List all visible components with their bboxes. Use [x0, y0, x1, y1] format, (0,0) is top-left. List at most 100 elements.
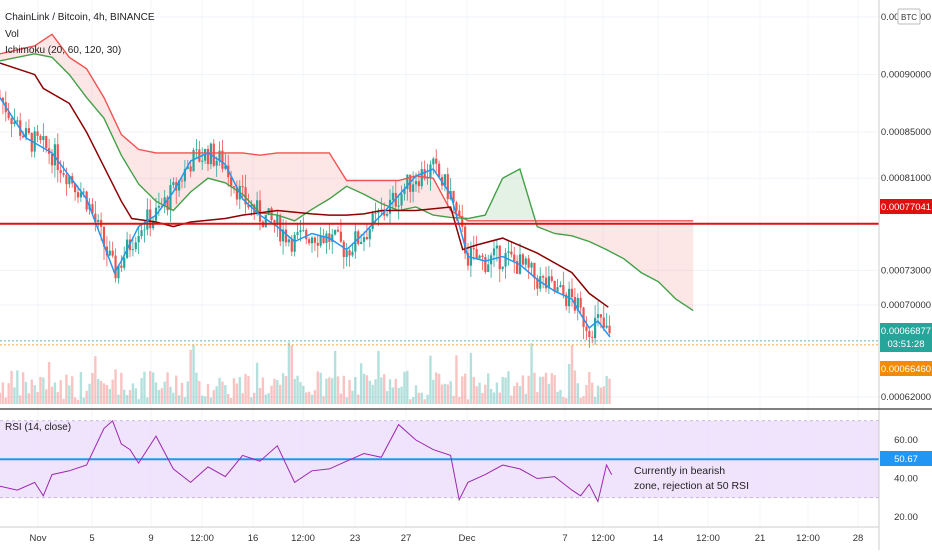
- time-axis-tick: 12:00: [796, 533, 820, 544]
- volume-bar: [0, 392, 2, 404]
- candle-body: [74, 183, 77, 193]
- candle-body: [299, 230, 302, 233]
- volume-bar: [573, 370, 577, 404]
- volume-bar: [383, 374, 386, 404]
- candle-body: [186, 166, 189, 170]
- candle-body: [166, 197, 169, 211]
- candle-body: [403, 189, 406, 195]
- volume-bar: [287, 342, 291, 404]
- candle-body: [137, 236, 140, 243]
- candle-body: [244, 187, 247, 205]
- candle-body: [576, 297, 579, 311]
- candle-body: [169, 185, 172, 211]
- candle-body: [79, 192, 82, 198]
- candle-body: [195, 149, 198, 151]
- ichimoku-cloud-segment: [190, 152, 208, 192]
- candle-body: [348, 250, 351, 256]
- volume-bar: [221, 381, 224, 404]
- candle-body: [550, 276, 553, 281]
- volume-bar: [62, 398, 65, 404]
- volume-bar: [397, 387, 400, 404]
- candle-body: [599, 314, 602, 318]
- rsi-line: [0, 419, 613, 504]
- volume-bar: [385, 391, 389, 404]
- candle-body: [189, 166, 192, 172]
- volume-bar: [515, 382, 519, 404]
- price-axis-tick: 0.00085000: [881, 127, 931, 138]
- volume-bar: [466, 399, 470, 404]
- candle-body: [585, 326, 588, 331]
- volume-bar: [247, 376, 250, 404]
- volume-bar: [322, 396, 325, 404]
- candle-body: [582, 307, 585, 327]
- candle-body: [56, 144, 59, 171]
- volume-bar: [296, 375, 299, 404]
- candle-body: [221, 150, 224, 169]
- ichimoku-cloud-segment: [225, 152, 243, 195]
- volume-bar: [284, 376, 288, 404]
- candle-body: [209, 143, 212, 165]
- candle-body: [461, 216, 464, 227]
- candle-body: [215, 160, 218, 166]
- volume-bar: [443, 383, 447, 404]
- volume-bar: [172, 392, 175, 404]
- volume-bar: [299, 382, 302, 404]
- volume-bar: [510, 395, 513, 404]
- candle-body: [504, 252, 507, 267]
- volume-bar: [65, 374, 68, 404]
- volume-bar: [10, 370, 13, 404]
- volume-bar: [53, 382, 57, 404]
- candle-body: [201, 160, 204, 162]
- currency-badge-box[interactable]: [897, 8, 921, 25]
- volume-bar: [602, 386, 605, 404]
- candle-body: [296, 232, 299, 235]
- time-axis-tick: 14: [653, 533, 664, 544]
- ichimoku-cloud-segment: [589, 220, 607, 250]
- candle-body: [608, 325, 611, 334]
- volume-bar: [36, 392, 39, 404]
- candle-body: [114, 255, 117, 279]
- volume-bar: [588, 372, 591, 404]
- ichimoku-cloud-segment: [571, 220, 590, 242]
- candle-body: [172, 182, 175, 186]
- volume-bar: [56, 392, 59, 404]
- volume-bar: [244, 373, 247, 404]
- volume-bar: [108, 388, 111, 404]
- volume-bar: [212, 390, 215, 404]
- candle-body: [183, 169, 186, 182]
- candle-body: [334, 229, 337, 235]
- candle-body: [7, 112, 10, 119]
- volume-bar: [533, 372, 536, 404]
- volume-bar: [501, 376, 504, 404]
- volume-bar: [273, 378, 276, 404]
- candle-body: [1, 97, 4, 103]
- volume-bar: [440, 384, 444, 404]
- volume-bar: [478, 382, 481, 404]
- volume-bar: [241, 393, 244, 404]
- volume-bar: [339, 393, 343, 404]
- volume-bar: [180, 382, 184, 404]
- ichimoku-cloud-segment: [86, 68, 104, 119]
- candle-body: [423, 169, 426, 179]
- volume-bar: [238, 377, 241, 404]
- volume-bar: [140, 378, 143, 404]
- candle-body: [605, 325, 608, 328]
- ichimoku-cloud-segment: [363, 180, 382, 204]
- volume-bar: [319, 372, 322, 404]
- candle-body: [481, 255, 484, 257]
- volume-bar: [68, 385, 71, 404]
- candle-body: [10, 118, 13, 125]
- rsi-annotation-line1: Currently in bearish: [634, 465, 725, 477]
- volume-bar: [394, 378, 397, 404]
- candle-body: [420, 169, 423, 187]
- volume-bar: [504, 377, 507, 404]
- volume-bar: [336, 376, 340, 404]
- volume-bar: [102, 383, 106, 404]
- volume-bar: [146, 397, 149, 404]
- volume-bar: [553, 375, 556, 404]
- candle-body: [562, 285, 565, 295]
- volume-bar: [16, 370, 19, 404]
- candle-body: [360, 241, 363, 245]
- volume-bar: [154, 382, 158, 404]
- candle-body: [53, 144, 56, 166]
